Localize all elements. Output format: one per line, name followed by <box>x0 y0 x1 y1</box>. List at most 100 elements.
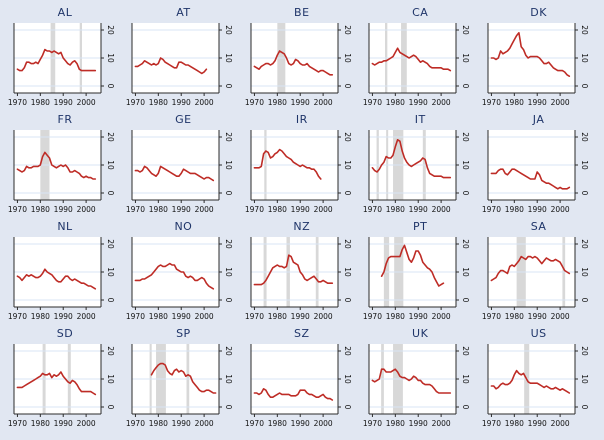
data-line <box>490 32 570 78</box>
x-tick-label: 1970 <box>245 98 264 107</box>
x-tick-label: 2000 <box>77 312 96 321</box>
y-tick-label: 20 <box>461 239 470 249</box>
panel-NL: NL 1970 1980 1990 2000 0 10 20 <box>6 220 124 327</box>
y-tick-label: 20 <box>461 132 470 142</box>
y-tick-label: 10 <box>106 374 115 384</box>
x-tick-label: 1980 <box>149 312 168 321</box>
panel-title: IR <box>295 113 308 126</box>
panel-title: SD <box>56 327 74 340</box>
x-tick-label: 1980 <box>268 312 287 321</box>
x-tick-label: 1980 <box>504 419 523 428</box>
y-tick-label: 20 <box>580 25 589 35</box>
x-tick-label: 1970 <box>481 419 500 428</box>
panel-PT: PT 1970 1980 1990 2000 0 10 20 <box>361 220 479 327</box>
panel-title: UK <box>412 327 429 340</box>
y-tick-label: 20 <box>580 346 589 356</box>
x-tick-label: 1990 <box>527 205 546 214</box>
data-line <box>253 254 333 286</box>
panel-IR: IR 1970 1980 1990 2000 0 10 20 <box>243 113 361 220</box>
x-tick-label: 1980 <box>149 205 168 214</box>
x-tick-label: 1990 <box>409 98 428 107</box>
panel-title: JA <box>532 113 545 126</box>
x-tick-label: 1990 <box>527 312 546 321</box>
y-tick-label: 0 <box>224 298 233 303</box>
x-tick-label: 2000 <box>550 312 569 321</box>
x-tick-label: 1980 <box>268 205 287 214</box>
x-tick-label: 1980 <box>31 98 50 107</box>
panel-title: BE <box>294 6 310 19</box>
x-tick-label: 1970 <box>245 419 264 428</box>
x-tick-label: 2000 <box>313 98 332 107</box>
x-tick-label: 1970 <box>126 205 145 214</box>
y-tick-label: 10 <box>343 267 352 277</box>
y-tick-label: 0 <box>343 191 352 196</box>
x-tick-label: 1970 <box>8 312 27 321</box>
y-tick-label: 20 <box>224 239 233 249</box>
x-tick-label: 1970 <box>8 205 27 214</box>
data-line <box>253 387 333 401</box>
x-tick-label: 1970 <box>126 419 145 428</box>
data-line <box>490 369 570 394</box>
panel-title: NL <box>57 220 73 233</box>
x-tick-label: 2000 <box>195 419 214 428</box>
x-tick-label: 1970 <box>481 312 500 321</box>
panel-CA: CA 1970 1980 1990 2000 0 10 20 <box>361 6 479 113</box>
panel-title: SZ <box>294 327 310 340</box>
x-tick-label: 1980 <box>386 98 405 107</box>
x-tick-label: 1970 <box>363 312 382 321</box>
x-tick-label: 1970 <box>481 205 500 214</box>
x-tick-label: 2000 <box>77 419 96 428</box>
y-tick-label: 20 <box>224 346 233 356</box>
y-tick-label: 20 <box>224 132 233 142</box>
panel-SP: SP 1970 1980 1990 2000 0 10 20 <box>124 327 242 434</box>
x-tick-label: 2000 <box>195 312 214 321</box>
panel-SD: SD 1970 1980 1990 2000 0 10 20 <box>6 327 124 434</box>
x-tick-label: 2000 <box>550 419 569 428</box>
x-tick-label: 1970 <box>363 205 382 214</box>
x-tick-label: 1980 <box>504 98 523 107</box>
data-line <box>151 362 217 394</box>
y-tick-label: 0 <box>461 405 470 410</box>
y-tick-label: 0 <box>580 405 589 410</box>
x-tick-label: 2000 <box>432 98 451 107</box>
x-tick-label: 1970 <box>363 98 382 107</box>
y-tick-label: 0 <box>343 405 352 410</box>
y-tick-label: 20 <box>343 25 352 35</box>
x-tick-label: 1970 <box>8 98 27 107</box>
x-tick-label: 2000 <box>432 312 451 321</box>
y-tick-label: 10 <box>106 160 115 170</box>
x-tick-label: 1980 <box>504 312 523 321</box>
y-tick-label: 10 <box>224 160 233 170</box>
x-tick-label: 2000 <box>313 419 332 428</box>
data-line <box>16 268 97 290</box>
data-line <box>490 168 570 190</box>
panel-title: IT <box>414 113 426 126</box>
x-tick-label: 1990 <box>54 205 73 214</box>
x-tick-label: 1980 <box>31 419 50 428</box>
y-tick-label: 0 <box>106 191 115 196</box>
y-tick-label: 0 <box>461 191 470 196</box>
y-tick-label: 0 <box>580 191 589 196</box>
x-tick-label: 1990 <box>172 98 191 107</box>
y-tick-label: 0 <box>106 298 115 303</box>
x-tick-label: 1990 <box>290 98 309 107</box>
x-tick-label: 2000 <box>432 419 451 428</box>
y-tick-label: 20 <box>580 132 589 142</box>
data-line <box>490 255 570 282</box>
y-tick-label: 20 <box>224 25 233 35</box>
x-tick-label: 1970 <box>8 419 27 428</box>
panel-title: FR <box>57 113 73 126</box>
panel-title: NO <box>174 220 193 233</box>
